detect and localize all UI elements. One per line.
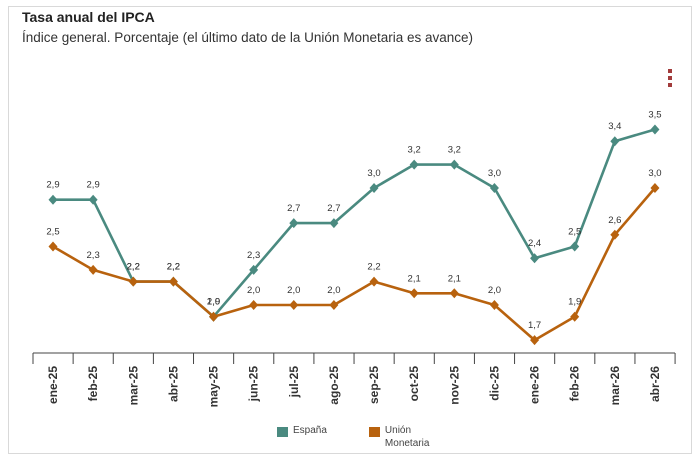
data-point xyxy=(409,288,419,299)
x-tick-label: may-25 xyxy=(207,366,221,408)
x-tick-label: oct-25 xyxy=(407,366,421,402)
data-point xyxy=(329,300,339,310)
data-point xyxy=(289,218,299,229)
x-tick-label: jun-25 xyxy=(247,366,261,403)
chart-subtitle: Índice general. Porcentaje (el último da… xyxy=(22,30,474,45)
data-label: 1,7 xyxy=(528,320,541,331)
series-line-union-monetaria xyxy=(51,186,657,342)
data-point xyxy=(369,183,379,193)
data-point xyxy=(249,300,259,310)
data-label: 3,5 xyxy=(648,110,661,121)
x-tick-label: jul-25 xyxy=(287,366,301,399)
data-point xyxy=(48,194,58,205)
data-label: 1,9 xyxy=(207,297,220,308)
data-label: 2,3 xyxy=(87,250,100,261)
data-point xyxy=(530,335,540,346)
x-tick-label: ago-25 xyxy=(327,366,341,405)
data-point xyxy=(369,276,379,287)
x-tick-label: mar-26 xyxy=(608,366,622,406)
data-label: 2,9 xyxy=(46,180,59,191)
data-point xyxy=(48,241,58,252)
data-label: 2,7 xyxy=(287,203,300,214)
data-label: 2,2 xyxy=(167,262,180,273)
x-tick-label: abr-26 xyxy=(648,366,662,402)
chart-frame xyxy=(8,6,692,454)
x-tick-label: nov-25 xyxy=(447,366,461,405)
data-point xyxy=(570,241,580,252)
data-label: 3,0 xyxy=(648,168,661,179)
data-point xyxy=(88,194,98,205)
data-point xyxy=(289,300,299,310)
legend-label-espana: España xyxy=(293,425,327,436)
data-point xyxy=(329,218,339,229)
data-point xyxy=(650,124,660,135)
data-label: 3,0 xyxy=(488,168,501,179)
data-label: 2,5 xyxy=(46,227,59,238)
data-label: 2,4 xyxy=(528,238,541,249)
legend-swatch-espana xyxy=(277,427,288,437)
data-point xyxy=(530,253,540,264)
x-tick-label: mar-25 xyxy=(126,366,140,406)
x-tick-label: feb-25 xyxy=(86,366,100,402)
data-point xyxy=(570,311,580,322)
data-label: 3,2 xyxy=(448,145,461,156)
data-label: 2,3 xyxy=(247,250,260,261)
data-point xyxy=(249,264,259,275)
x-tick-label: ene-26 xyxy=(528,366,542,404)
data-label: 2,7 xyxy=(327,203,340,214)
chart-menu-icon[interactable] xyxy=(666,69,674,87)
legend-label-union-monetaria: Unión Monetaria xyxy=(384,425,430,449)
data-label: 2,1 xyxy=(448,273,461,284)
data-point xyxy=(88,264,98,275)
data-label: 2,0 xyxy=(207,297,220,308)
legend-item-union-monetaria[interactable]: Unión Monetaria xyxy=(368,424,433,450)
data-label: 3,4 xyxy=(608,121,621,132)
data-label: 2,0 xyxy=(327,285,340,296)
data-point xyxy=(610,136,620,147)
data-label: 2,2 xyxy=(167,262,180,273)
data-label: 3,0 xyxy=(367,168,380,179)
data-label: 2,0 xyxy=(247,285,260,296)
series-line-espana xyxy=(51,128,657,319)
data-point xyxy=(168,276,178,287)
legend-swatch-union-monetaria xyxy=(368,427,380,437)
data-label: 2,2 xyxy=(127,262,140,273)
chart-title: Tasa anual del IPCA xyxy=(22,9,155,25)
data-point xyxy=(449,288,459,299)
data-label: 2,6 xyxy=(608,215,621,226)
x-tick-label: feb-26 xyxy=(568,366,582,402)
legend-item-espana[interactable]: España xyxy=(277,424,327,437)
data-point xyxy=(650,183,660,193)
data-point xyxy=(128,276,138,287)
data-point xyxy=(409,159,419,170)
data-label: 2,5 xyxy=(568,227,581,238)
data-point xyxy=(610,229,620,240)
x-tick-label: ene-25 xyxy=(46,366,60,404)
data-label: 2,9 xyxy=(87,180,100,191)
x-tick-label: abr-25 xyxy=(166,366,180,402)
chart-legend: España Unión Monetaria xyxy=(277,424,433,450)
data-point xyxy=(449,159,459,170)
data-point xyxy=(489,183,499,193)
data-label: 2,2 xyxy=(127,262,140,273)
data-point xyxy=(489,300,499,310)
data-label: 3,2 xyxy=(408,145,421,156)
data-label: 2,1 xyxy=(408,273,421,284)
data-label: 1,9 xyxy=(568,297,581,308)
x-tick-label: dic-25 xyxy=(487,366,501,401)
data-label: 2,0 xyxy=(287,285,300,296)
x-tick-label: sep-25 xyxy=(367,366,381,404)
data-label: 2,0 xyxy=(488,285,501,296)
data-label: 2,2 xyxy=(367,262,380,273)
data-point xyxy=(209,311,219,322)
